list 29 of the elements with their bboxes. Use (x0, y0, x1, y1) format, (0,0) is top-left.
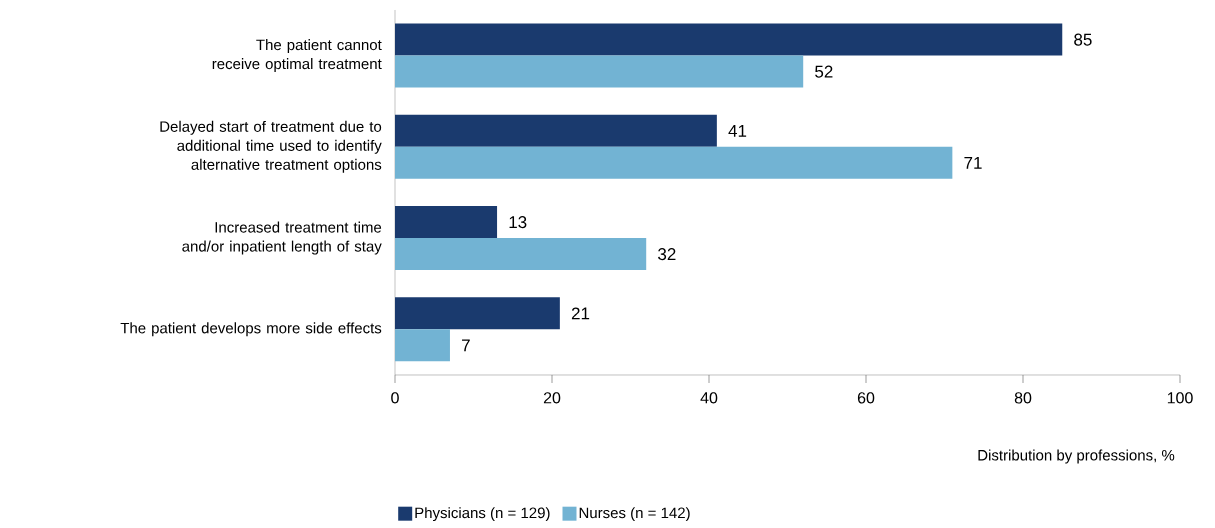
x-tick-label: 20 (543, 392, 561, 404)
bar (395, 297, 560, 330)
data-label: 41 (728, 125, 747, 137)
legend-label: Nurses (n = 142) (579, 507, 690, 522)
bar (395, 146, 953, 179)
x-axis-title: Distribution by professions, % (978, 449, 1175, 464)
x-tick-label: 0 (391, 392, 399, 404)
x-tick-label: 100 (1167, 392, 1193, 404)
data-label: 7 (462, 339, 470, 352)
y-tick-label: Increased treatment time and/or inpatient length of stay (182, 221, 382, 255)
bar (395, 55, 804, 88)
y-tick-label: Delayed start of treatment due to additional time used to identify alternative treatment options (160, 120, 382, 173)
bar (395, 329, 450, 362)
data-label: 71 (964, 157, 982, 169)
legend-label: Physicians (n = 129) (415, 507, 550, 522)
data-label: 21 (571, 307, 590, 320)
bar (395, 238, 647, 271)
x-tick-label: 80 (1014, 392, 1032, 404)
bar (395, 23, 1063, 56)
y-tick-label: The patient cannot receive optimal treatment (212, 39, 382, 73)
y-tick-label: The patient develops more side effects (120, 322, 382, 337)
data-label: 85 (1074, 33, 1092, 46)
data-label: 52 (815, 65, 833, 78)
bar (395, 206, 498, 239)
x-tick-label: 40 (700, 392, 718, 404)
data-label: 32 (658, 248, 676, 261)
bar (395, 114, 717, 147)
data-label: 13 (509, 216, 527, 229)
x-tick-label: 60 (857, 392, 875, 404)
